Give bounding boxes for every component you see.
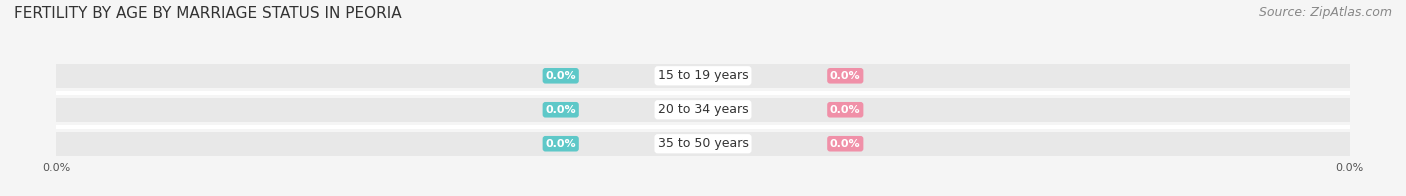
Bar — [56, 132, 1350, 156]
Text: 0.0%: 0.0% — [830, 71, 860, 81]
Text: 0.0%: 0.0% — [546, 139, 576, 149]
Text: 20 to 34 years: 20 to 34 years — [658, 103, 748, 116]
Text: FERTILITY BY AGE BY MARRIAGE STATUS IN PEORIA: FERTILITY BY AGE BY MARRIAGE STATUS IN P… — [14, 6, 402, 21]
Bar — [56, 64, 1350, 88]
Text: 15 to 19 years: 15 to 19 years — [658, 69, 748, 82]
Text: 0.0%: 0.0% — [546, 105, 576, 115]
Bar — [56, 98, 1350, 122]
Text: 0.0%: 0.0% — [830, 139, 860, 149]
Text: 0.0%: 0.0% — [546, 71, 576, 81]
Text: Source: ZipAtlas.com: Source: ZipAtlas.com — [1258, 6, 1392, 19]
Text: 0.0%: 0.0% — [830, 105, 860, 115]
Text: 35 to 50 years: 35 to 50 years — [658, 137, 748, 150]
